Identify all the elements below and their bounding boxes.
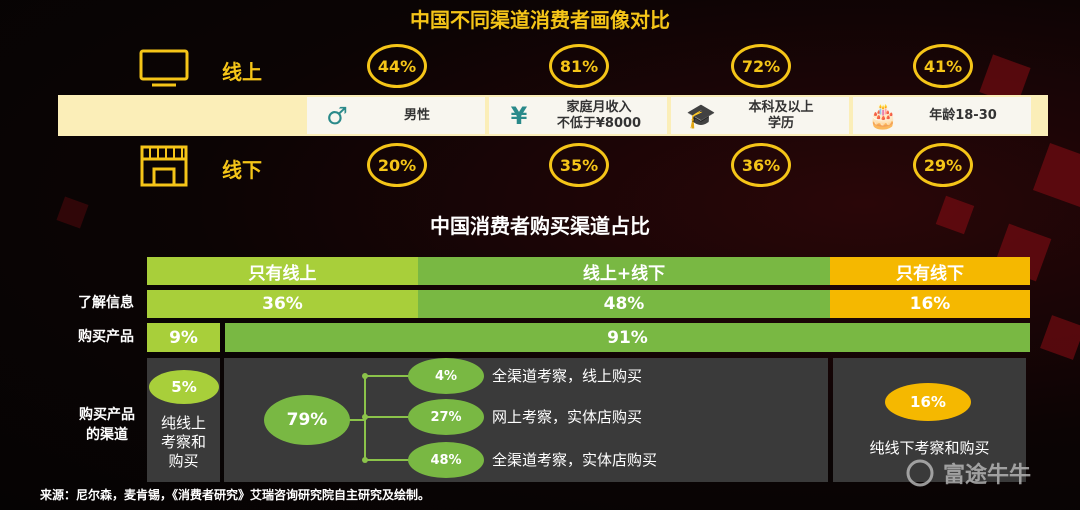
- attribute-box: [671, 97, 849, 134]
- watermark-icon: [906, 459, 934, 487]
- branch-value: 48%: [408, 442, 484, 478]
- info-cell: 48%: [418, 290, 830, 318]
- header-cell: 只有线上: [147, 257, 418, 285]
- info-cell: 36%: [147, 290, 418, 318]
- attribute-text: 年龄18-30: [929, 107, 997, 123]
- branch-text: 全渠道考察，线上购买: [492, 367, 643, 385]
- attribute-text: 家庭月收入 不低于¥8000: [556, 99, 642, 131]
- info-cell: 16%: [830, 290, 1030, 318]
- header-cell: 只有线下: [830, 257, 1030, 285]
- branch-text: 全渠道考察，实体店购买: [492, 451, 658, 469]
- attribute-box: [307, 97, 485, 134]
- offline-value: 36%: [731, 143, 791, 187]
- online-value: 44%: [367, 44, 427, 88]
- offline-label: 线下: [222, 158, 262, 182]
- attribute-box: [853, 97, 1031, 134]
- channels-title: 中国消费者购买渠道占比: [430, 213, 650, 238]
- offline-value: 20%: [367, 143, 427, 187]
- attribute-icon: 🎓: [686, 101, 716, 130]
- offline-value: 35%: [549, 143, 609, 187]
- attribute-box: [489, 97, 667, 134]
- row-label: 购买产品 的渠道: [79, 407, 135, 443]
- offline-value: 29%: [913, 143, 973, 187]
- online-value: 41%: [913, 44, 973, 88]
- online-value: 72%: [731, 44, 791, 88]
- online-only-value: 5%: [149, 370, 219, 404]
- online-value: 81%: [549, 44, 609, 88]
- branch-lines: [345, 373, 410, 463]
- attribute-text: 本科及以上 学历: [748, 99, 814, 131]
- mixed-value: 79%: [264, 395, 350, 445]
- watermark: 富途牛牛: [905, 455, 1065, 491]
- title: 中国不同渠道消费者画像对比: [410, 7, 670, 32]
- purchase-cell: 9%: [147, 323, 220, 352]
- branch-value: 4%: [408, 358, 484, 394]
- watermark-text: 富途牛牛: [943, 463, 1032, 488]
- store-icon: [140, 145, 188, 187]
- offline-only-value: 16%: [885, 383, 971, 421]
- tv-icon: [139, 49, 189, 87]
- offline-only-text: 纯线下考察和购买: [869, 438, 990, 457]
- source: 来源：尼尔森，麦肯锡，《消费者研究》艾瑞咨询研究院自主研究及绘制。: [40, 488, 431, 502]
- branch-text: 网上考察，实体店购买: [492, 408, 643, 426]
- attribute-text: 男性: [403, 107, 430, 123]
- online-only-text: 纯线上 考察和 购买: [160, 414, 206, 470]
- row-label: 购买产品: [78, 329, 134, 345]
- attribute-icon: 🎂: [868, 101, 898, 130]
- purchase-cell: 91%: [225, 323, 1030, 352]
- attribute-icon: ♂: [326, 101, 348, 130]
- header-cell: 线上+线下: [418, 257, 830, 285]
- online-label: 线上: [222, 60, 262, 84]
- row-label: 了解信息: [78, 295, 134, 311]
- branch-value: 27%: [408, 399, 484, 435]
- attribute-icon: ¥: [510, 101, 528, 130]
